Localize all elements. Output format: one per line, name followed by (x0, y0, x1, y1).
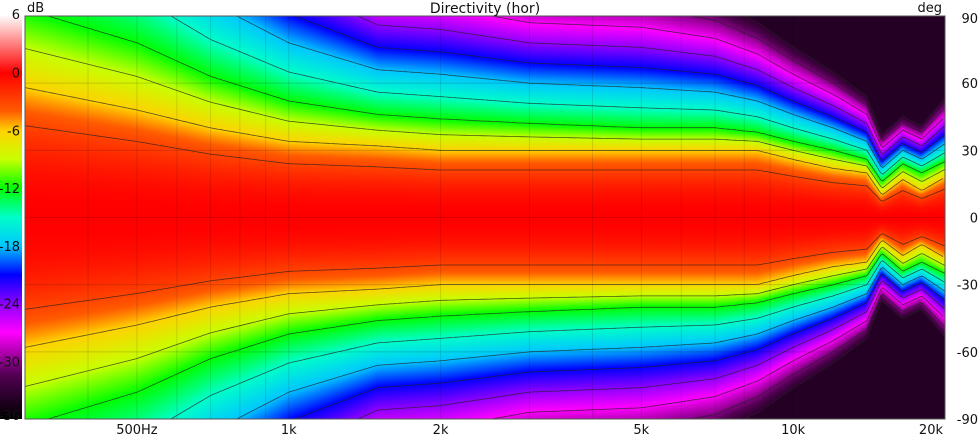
y-tick-label: -60 (957, 346, 978, 361)
grid (25, 16, 945, 419)
contour-line (24, 48, 946, 387)
colorbar-ticks: 6 0 -6 -12 -18 -24 -30 -36 (0, 8, 20, 424)
x-axis-ticks: 500Hz 1k 2k 5k 10k 20k (116, 423, 943, 435)
colorbar-tick-label: 6 (12, 8, 20, 23)
colorbar (0, 15, 22, 419)
colorbar-tick-label: -30 (0, 355, 20, 370)
colorbar-tick-label: -18 (0, 240, 20, 255)
x-tick-label: 500Hz (116, 423, 158, 435)
colorbar-tick-label: -6 (7, 124, 20, 139)
y-tick-label: 0 (970, 212, 978, 227)
colorbar-tick-label: -12 (0, 182, 20, 197)
y-tick-label: 90 (961, 12, 978, 27)
plot-frame (24, 15, 946, 420)
colorbar-tick-label: -24 (0, 298, 20, 313)
y-axis-ticks: 90 60 30 0 -30 -60 -90 (957, 12, 978, 428)
y-tick-label: -30 (957, 279, 978, 294)
heatmap-image (25, 16, 945, 419)
y-axis-unit: deg (917, 1, 942, 16)
chart-title: Directivity (hor) (430, 1, 540, 17)
y-tick-label: -90 (957, 413, 978, 428)
colorbar-unit: dB (27, 1, 44, 16)
contour-line (24, 87, 944, 348)
x-tick-label: 1k (281, 423, 297, 435)
x-tick-label: 10k (781, 423, 806, 435)
x-tick-label: 2k (433, 423, 449, 435)
y-tick-label: 60 (961, 77, 978, 92)
y-tick-label: 30 (961, 144, 978, 159)
x-tick-label: 5k (633, 423, 649, 435)
colorbar-tick-label: -36 (0, 409, 20, 424)
plot-area (24, 15, 946, 420)
colorbar-tick-label: 0 (12, 67, 20, 82)
x-tick-label: 20k (919, 423, 944, 435)
